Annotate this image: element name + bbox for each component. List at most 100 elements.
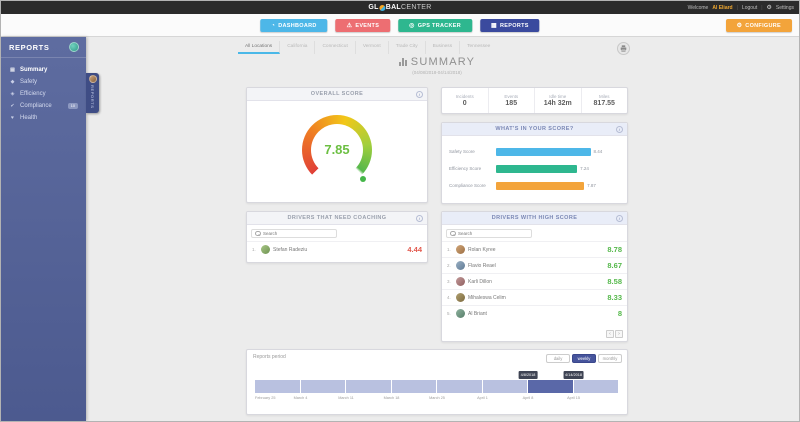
high-score-driver-row[interactable]: 3. Karli Dillon 8.58 bbox=[442, 273, 627, 289]
logo-bal: BAL bbox=[385, 4, 402, 11]
pager-next-button[interactable]: › bbox=[615, 330, 623, 338]
nav-buttons: DASHBOARD EVENTS GPS TRACKER REPORTS bbox=[260, 14, 540, 37]
nav-events-button[interactable]: EVENTS bbox=[335, 19, 391, 32]
score-breakdown-card: WHAT'S IN YOUR SCORE? i Safety Score 8.4… bbox=[441, 122, 628, 204]
axis-label: March 4 bbox=[293, 396, 308, 400]
divider: | bbox=[761, 4, 763, 11]
tab-location-1[interactable]: California bbox=[280, 41, 316, 54]
driver-name: Flavio Reael bbox=[468, 262, 496, 269]
high-score-driver-row[interactable]: 4. Mihaleswa Celim 8.33 bbox=[442, 289, 627, 305]
sidebar-title: REPORTS bbox=[9, 42, 50, 52]
info-icon[interactable]: i bbox=[416, 215, 423, 222]
card-header: DRIVERS THAT NEED COACHING i bbox=[247, 212, 427, 225]
driver-score: 8.58 bbox=[607, 277, 622, 286]
info-icon[interactable]: i bbox=[616, 126, 623, 133]
settings-link[interactable]: Settings bbox=[775, 4, 794, 11]
nav-reports-button[interactable]: REPORTS bbox=[480, 19, 540, 32]
timeline-segment[interactable] bbox=[346, 380, 392, 393]
gear-icon bbox=[737, 23, 743, 29]
tab-location-2[interactable]: Connecticut bbox=[315, 41, 356, 54]
driver-rank: 5. bbox=[447, 311, 451, 316]
coaching-search-input[interactable] bbox=[263, 231, 327, 236]
timeline-segment[interactable] bbox=[482, 380, 528, 393]
timeline-segment[interactable] bbox=[255, 380, 301, 393]
timeline-segment[interactable] bbox=[391, 380, 437, 393]
page-title-text: SUMMARY bbox=[410, 56, 476, 68]
page-subtitle: (04/08/2018-04/14/2018) bbox=[412, 70, 462, 75]
axis-label: March 11 bbox=[338, 396, 354, 400]
stat-miles: Miles 817.55 bbox=[582, 88, 628, 113]
sidebar-item-summary[interactable]: Summary bbox=[1, 64, 86, 76]
safety-icon bbox=[9, 79, 16, 85]
report-grid-icon bbox=[491, 23, 497, 29]
pager-prev-button[interactable]: ‹ bbox=[606, 330, 614, 338]
info-icon[interactable]: i bbox=[416, 91, 423, 98]
nav-gps-tracker-button[interactable]: GPS TRACKER bbox=[398, 19, 473, 32]
driver-rank: 1. bbox=[252, 247, 256, 252]
stat-label: Incidents bbox=[455, 94, 474, 99]
high-score-driver-row[interactable]: 1. Rolan Kyree 8.78 bbox=[442, 241, 627, 257]
axis-label: April 1 bbox=[477, 396, 488, 400]
sidebar-item-health[interactable]: Health bbox=[1, 112, 86, 124]
sidebar-item-compliance[interactable]: Compliance 10 bbox=[1, 100, 86, 112]
sidebar-item-safety[interactable]: Safety bbox=[1, 76, 86, 88]
stats-strip: Incidents 0 Events 185 Idle time 14h 32m… bbox=[441, 87, 628, 114]
tab-location-3[interactable]: Vermont bbox=[356, 41, 389, 54]
gauge-marker bbox=[360, 176, 366, 182]
nav-dashboard-label: DASHBOARD bbox=[278, 22, 317, 29]
gear-icon: ⚙ bbox=[766, 5, 772, 11]
timeline-segment[interactable] bbox=[528, 380, 574, 393]
info-icon[interactable]: i bbox=[616, 215, 623, 222]
avatar bbox=[261, 245, 270, 254]
avatar bbox=[88, 75, 97, 83]
tab-location-6[interactable]: Tennessee bbox=[467, 44, 491, 49]
driver-score: 4.44 bbox=[407, 245, 422, 254]
driver-name: Mihaleswa Celim bbox=[468, 294, 506, 301]
high-score-driver-row[interactable]: 5. Al Briant 8 bbox=[442, 305, 627, 321]
bar-track: 7.24 bbox=[496, 164, 620, 173]
bar-value: 8.44 bbox=[593, 149, 603, 154]
weekly-button[interactable]: weekly bbox=[572, 354, 596, 363]
welcome-label: Welcome bbox=[687, 4, 709, 11]
high-score-search-input[interactable] bbox=[458, 231, 522, 236]
bar-label: Safety Score bbox=[449, 149, 475, 154]
timeline-segment[interactable] bbox=[300, 380, 346, 393]
compliance-score-row: Compliance Score 7.87 bbox=[449, 177, 620, 194]
driver-score: 8 bbox=[617, 309, 622, 318]
timeline-segment[interactable] bbox=[437, 380, 483, 393]
driver-rank: 3. bbox=[447, 279, 451, 284]
tab-location-5[interactable]: Business bbox=[426, 41, 461, 54]
sidebar-item-efficiency[interactable]: Efficiency bbox=[1, 88, 86, 100]
axis-label: April 8 bbox=[522, 396, 534, 400]
high-score-driver-row[interactable]: 2. Flavio Reael 8.67 bbox=[442, 257, 627, 273]
monthly-button[interactable]: monthly bbox=[598, 354, 622, 363]
flyout-label: REPORTS bbox=[90, 85, 95, 109]
daily-button[interactable]: daily bbox=[546, 354, 570, 363]
stat-value: 817.55 bbox=[593, 100, 615, 107]
reports-flyout-handle[interactable]: REPORTS bbox=[86, 73, 99, 113]
logo-center: CENTER bbox=[401, 4, 432, 11]
coaching-driver-row[interactable]: 1. Stefan Radeziu 4.44 bbox=[247, 241, 427, 257]
summary-icon bbox=[9, 67, 16, 73]
tab-location-4[interactable]: Trade City bbox=[389, 41, 426, 54]
location-tabs: All Locations California Connecticut Ver… bbox=[238, 41, 630, 54]
period-timeline: 4/8/2018 4/14/2018 bbox=[255, 371, 619, 393]
nav-dashboard-button[interactable]: DASHBOARD bbox=[260, 19, 328, 32]
stat-label: Events bbox=[504, 94, 519, 99]
bar-value: 7.87 bbox=[587, 183, 596, 188]
timeline-segment[interactable] bbox=[573, 380, 619, 393]
page-title: SUMMARY bbox=[246, 56, 628, 68]
driver-rank: 2. bbox=[447, 263, 451, 268]
axis-label: February 25 bbox=[255, 396, 276, 400]
nav-configure-button[interactable]: CONFIGURE bbox=[725, 19, 792, 32]
compliance-icon bbox=[9, 103, 16, 109]
bar-track: 8.44 bbox=[496, 147, 620, 156]
sidebar-menu: Summary Safety Efficiency Compliance 10 … bbox=[1, 64, 86, 124]
logout-link[interactable]: Logout bbox=[741, 4, 758, 11]
tab-all-locations[interactable]: All Locations bbox=[238, 41, 281, 54]
driver-name: Al Briant bbox=[468, 310, 487, 317]
efficiency-bar bbox=[496, 164, 578, 173]
sidebar: REPORTS Summary Safety Efficiency Compli… bbox=[1, 37, 86, 421]
card-title: WHAT'S IN YOUR SCORE? bbox=[495, 126, 574, 132]
print-button[interactable] bbox=[617, 42, 630, 55]
